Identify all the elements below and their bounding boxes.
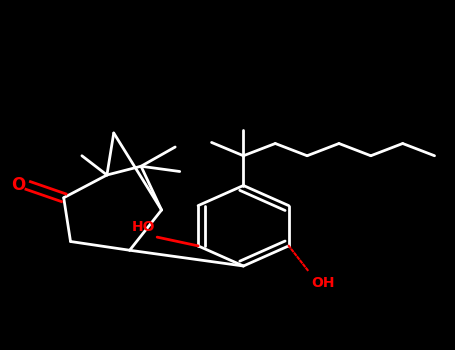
Text: HO: HO (131, 220, 155, 234)
Text: O: O (11, 176, 25, 194)
Text: OH: OH (312, 276, 335, 290)
